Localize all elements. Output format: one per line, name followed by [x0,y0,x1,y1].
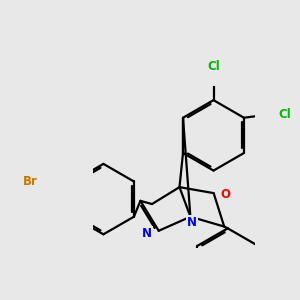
Text: Cl: Cl [207,60,220,73]
Text: N: N [187,216,197,229]
Text: Cl: Cl [278,108,291,121]
Text: Br: Br [23,175,38,188]
Text: N: N [142,227,152,240]
Text: O: O [221,188,231,201]
